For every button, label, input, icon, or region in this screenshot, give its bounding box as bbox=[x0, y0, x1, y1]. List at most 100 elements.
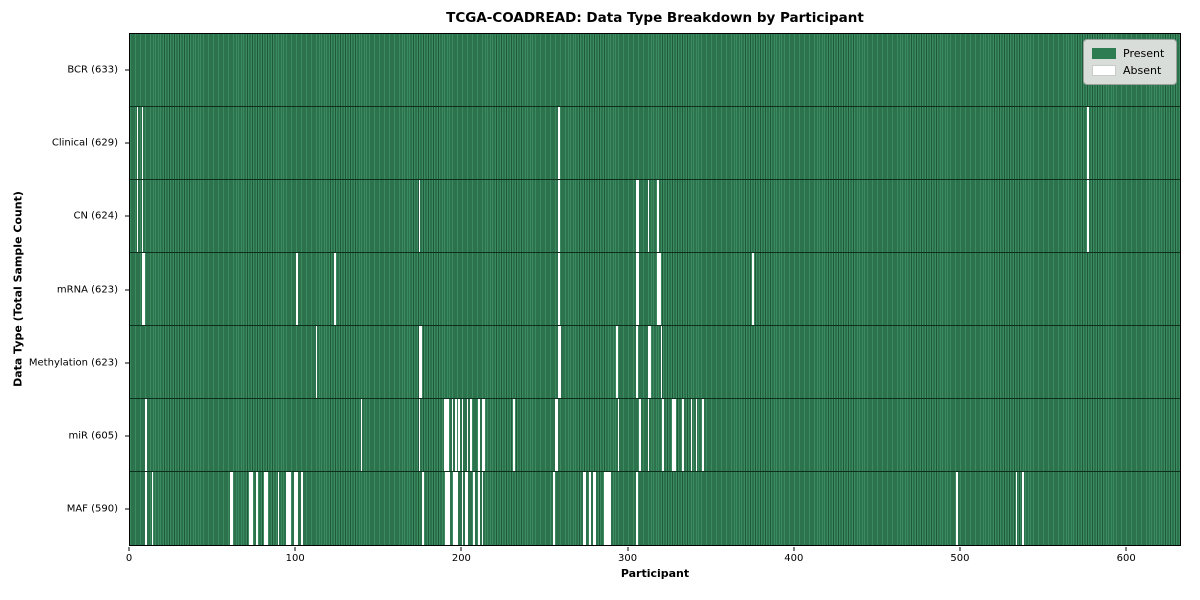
absent-stripe bbox=[143, 252, 145, 325]
x-tick-label-500: 500 bbox=[950, 553, 970, 564]
absent-stripe bbox=[285, 471, 288, 545]
absent-stripe bbox=[682, 398, 685, 471]
absent-stripe bbox=[513, 398, 515, 471]
absent-stripe bbox=[556, 398, 558, 471]
absent-stripe bbox=[647, 179, 650, 252]
y-tick-label-clinical: Clinical (629) bbox=[51, 137, 118, 149]
absent-stripe bbox=[554, 398, 557, 471]
absent-stripe bbox=[443, 398, 446, 471]
absent-stripe bbox=[582, 471, 585, 545]
chart-title: TCGA-COADREAD: Data Type Breakdown by Pa… bbox=[446, 10, 864, 26]
y-tick-label-cn: CN (624) bbox=[73, 210, 118, 222]
legend-label-absent: Absent bbox=[1123, 64, 1162, 77]
absent-stripe bbox=[481, 471, 484, 545]
absent-stripe bbox=[1087, 179, 1089, 252]
absent-stripe bbox=[421, 471, 424, 545]
legend-item-present: Present bbox=[1092, 45, 1168, 62]
absent-stripe bbox=[1022, 471, 1025, 545]
absent-stripe bbox=[418, 325, 421, 398]
absent-swatch-icon bbox=[1092, 65, 1116, 76]
absent-stripe bbox=[136, 106, 139, 179]
x-axis: 0 100 200 300 400 500 600 bbox=[126, 546, 1181, 576]
absent-stripe bbox=[1015, 471, 1018, 545]
y-tick-mark bbox=[125, 435, 129, 437]
x-tick-label-400: 400 bbox=[784, 553, 804, 564]
absent-stripe bbox=[144, 471, 147, 545]
y-axis: BCR (633) Clinical (629) CN (624) mRNA (623… bbox=[0, 33, 129, 546]
absent-stripe bbox=[635, 252, 638, 325]
x-tick-mark bbox=[627, 547, 629, 551]
absent-stripe bbox=[461, 471, 464, 545]
legend-label-present: Present bbox=[1123, 47, 1165, 60]
absent-stripe bbox=[647, 325, 650, 398]
absent-stripe bbox=[300, 471, 303, 545]
absent-stripe bbox=[315, 325, 318, 398]
absent-stripe bbox=[584, 471, 587, 545]
absent-stripe bbox=[455, 471, 457, 545]
absent-stripe bbox=[141, 179, 144, 252]
absent-stripe bbox=[594, 471, 597, 545]
absent-stripe bbox=[144, 398, 147, 471]
absent-stripe bbox=[674, 398, 676, 471]
absent-stripe bbox=[607, 471, 610, 545]
absent-stripe bbox=[418, 179, 421, 252]
absent-stripe bbox=[695, 398, 698, 471]
absent-stripe bbox=[456, 471, 459, 545]
absent-stripe bbox=[616, 325, 618, 398]
present-swatch-icon bbox=[1092, 48, 1116, 59]
absent-stripe bbox=[483, 398, 485, 471]
x-tick-mark bbox=[1125, 547, 1127, 551]
y-tick-mark bbox=[125, 142, 129, 144]
absent-stripe bbox=[635, 179, 638, 252]
absent-stripe bbox=[473, 471, 476, 545]
absent-stripe bbox=[606, 471, 608, 545]
legend-item-absent: Absent bbox=[1092, 62, 1168, 79]
absent-stripe bbox=[453, 471, 456, 545]
x-tick-label-600: 600 bbox=[1116, 553, 1136, 564]
absent-stripe bbox=[617, 398, 620, 471]
absent-stripe bbox=[455, 398, 457, 471]
x-axis-label: Participant bbox=[620, 567, 690, 580]
x-tick-mark bbox=[128, 547, 130, 551]
absent-stripe bbox=[287, 471, 290, 545]
x-tick-label-300: 300 bbox=[618, 553, 638, 564]
absent-stripe bbox=[481, 398, 484, 471]
absent-stripe bbox=[136, 179, 139, 252]
absent-stripe bbox=[639, 398, 641, 471]
absent-stripe bbox=[465, 471, 467, 545]
absent-stripe bbox=[657, 252, 660, 325]
y-tick-label-methylation: Methylation (623) bbox=[28, 357, 118, 369]
row-band-mrna bbox=[130, 252, 1180, 326]
absent-stripe bbox=[702, 398, 704, 471]
absent-stripe bbox=[458, 398, 461, 471]
absent-stripe bbox=[256, 471, 258, 545]
absent-stripe bbox=[672, 398, 675, 471]
absent-stripe bbox=[418, 398, 421, 471]
absent-stripe bbox=[420, 325, 422, 398]
y-tick-mark bbox=[125, 362, 129, 364]
absent-stripe bbox=[461, 398, 464, 471]
absent-stripe bbox=[448, 471, 451, 545]
absent-stripe bbox=[589, 471, 592, 545]
absent-stripe bbox=[557, 252, 560, 325]
absent-stripe bbox=[266, 471, 268, 545]
absent-stripe bbox=[295, 252, 298, 325]
row-band-cn bbox=[130, 179, 1180, 253]
row-band-bcr bbox=[130, 34, 1180, 107]
x-tick-label-200: 200 bbox=[451, 553, 471, 564]
absent-stripe bbox=[445, 398, 447, 471]
absent-stripe bbox=[752, 252, 754, 325]
absent-stripe bbox=[659, 252, 661, 325]
legend: Present Absent bbox=[1083, 39, 1177, 85]
absent-stripe bbox=[445, 471, 447, 545]
absent-stripe bbox=[251, 471, 253, 545]
absent-stripe bbox=[289, 471, 291, 545]
absent-stripe bbox=[294, 471, 296, 545]
absent-stripe bbox=[151, 471, 154, 545]
y-tick-label-mrna: mRNA (623) bbox=[56, 284, 118, 295]
absent-stripe bbox=[649, 325, 651, 398]
absent-stripe bbox=[478, 398, 481, 471]
absent-stripe bbox=[604, 471, 607, 545]
absent-stripe bbox=[559, 325, 562, 398]
absent-stripe bbox=[231, 471, 233, 545]
